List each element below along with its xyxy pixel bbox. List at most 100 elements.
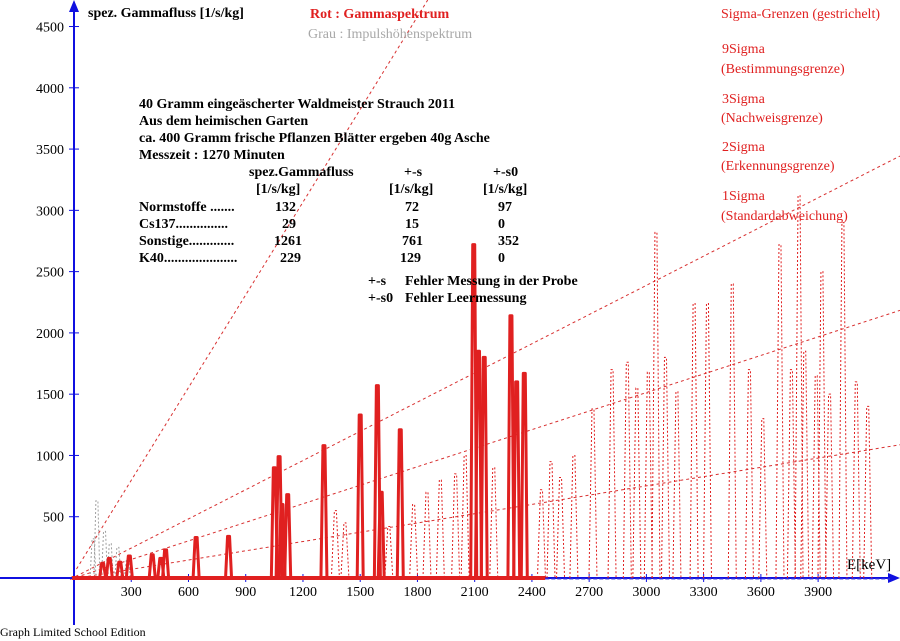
dotted-peak <box>660 356 670 579</box>
info-line-4: Messzeit : 1270 Minuten <box>139 148 285 163</box>
dotted-peak <box>340 522 350 579</box>
sigma-line-2Sigma <box>70 309 900 580</box>
dotted-peak <box>556 477 566 579</box>
info-title: 40 Gramm eingeäscherter Waldmeister Stra… <box>139 97 455 112</box>
note-text-s0: Fehler Leermessung <box>405 291 526 306</box>
y-tick-label: 2000 <box>36 327 64 342</box>
row-value: 129 <box>400 251 421 266</box>
note-key-s: +-s <box>368 274 387 289</box>
dotted-peak <box>744 369 754 579</box>
col-header-s0: +-s0 <box>493 165 518 180</box>
solid-peak <box>98 561 108 579</box>
x-tick-label: 3600 <box>747 585 775 600</box>
sigma-line-3Sigma <box>69 155 900 580</box>
col-unit-s: [1/s/kg] <box>389 182 433 197</box>
dotted-peak <box>384 526 394 579</box>
dotted-peak <box>546 461 556 579</box>
solid-peak <box>104 556 114 579</box>
dotted-peak <box>817 271 827 579</box>
footer-edition: Graph Limited School Edition <box>0 625 146 639</box>
info-line-2: Aus dem heimischen Garten <box>139 114 308 129</box>
x-tick-label: 2700 <box>575 585 603 600</box>
solid-peak <box>519 371 529 579</box>
sigma-2-name: 2Sigma <box>722 140 766 155</box>
dotted-peak <box>622 361 632 579</box>
x-tick-label: 3300 <box>690 585 718 600</box>
x-tick-label: 3000 <box>632 585 660 600</box>
y-tick-label: 2500 <box>36 266 64 281</box>
row-value: 352 <box>498 234 519 249</box>
dotted-peak <box>758 418 768 579</box>
y-tick-label: 3500 <box>36 143 64 158</box>
solid-peak <box>473 349 483 579</box>
solid-peak <box>191 536 201 579</box>
sigma-line-1Sigma <box>70 444 900 580</box>
dotted-peak <box>607 369 617 579</box>
sigma-1-desc: (Standardabweichung) <box>721 209 848 224</box>
legend-red: Rot : Gammaspektrum <box>310 7 450 22</box>
sigma-9-name: 9Sigma <box>722 42 766 57</box>
row-value: 29 <box>282 217 296 232</box>
x-tick-label: 2100 <box>461 585 489 600</box>
dotted-peak <box>569 454 579 579</box>
row-value: 0 <box>498 217 505 232</box>
solid-peak <box>506 314 516 579</box>
solid-peak <box>372 384 382 579</box>
col-header-flux: spez.Gammafluss <box>249 165 354 180</box>
x-tick-label: 300 <box>121 585 142 600</box>
info-block: 40 Gramm eingeäscherter Waldmeister Stra… <box>139 97 578 306</box>
row-label-normstoffe: Normstoffe ....... <box>139 200 235 215</box>
x-axis-arrow <box>888 573 900 583</box>
row-label-sonstige: Sonstige............. <box>139 234 234 249</box>
dotted-peak <box>588 408 598 579</box>
sigma-title: Sigma-Grenzen (gestrichelt) <box>721 7 880 22</box>
row-value: 229 <box>280 251 301 266</box>
dotted-peak <box>786 369 796 579</box>
dotted-peak <box>451 473 461 579</box>
sigma-1-name: 1Sigma <box>722 189 766 204</box>
solid-peak <box>277 502 287 579</box>
col-unit-flux: [1/s/kg] <box>256 182 300 197</box>
sigma-lines <box>69 0 900 580</box>
row-value: 1261 <box>274 234 302 249</box>
col-unit-s0: [1/s/kg] <box>483 182 527 197</box>
dotted-peak <box>330 510 340 579</box>
note-text-s: Fehler Messung in der Probe <box>405 274 578 289</box>
y-tick-label: 4500 <box>36 21 64 36</box>
x-tick-label: 1200 <box>289 585 317 600</box>
dotted-peak <box>536 489 546 579</box>
gray-peak <box>93 500 101 579</box>
dotted-peak <box>825 393 835 579</box>
dotted-peak <box>460 454 470 579</box>
y-tick-label: 4000 <box>36 82 64 97</box>
row-value: 15 <box>405 217 419 232</box>
row-value: 132 <box>275 200 296 215</box>
solid-peak <box>124 554 134 579</box>
sigma-9-desc: (Bestimmungsgrenze) <box>721 62 845 77</box>
dotted-peak <box>863 405 873 579</box>
x-tick-label: 1500 <box>346 585 374 600</box>
solid-peak <box>376 490 386 579</box>
x-axis-label: E[keV] <box>847 557 891 573</box>
dotted-peak <box>651 231 661 579</box>
row-value: 761 <box>402 234 423 249</box>
solid-peak <box>147 553 157 579</box>
dotted-peak <box>800 350 810 579</box>
row-value: 72 <box>405 200 419 215</box>
row-label-k40: K40..................... <box>139 251 237 266</box>
solid-peak <box>319 444 329 579</box>
sigma-2-desc: (Erkennungsgrenze) <box>721 159 835 174</box>
y-tick-label: 3000 <box>36 204 64 219</box>
x-tick-label: 600 <box>178 585 199 600</box>
info-line-3: ca. 400 Gramm frische Pflanzen Blätter e… <box>139 131 490 146</box>
dotted-peak <box>409 503 419 579</box>
x-tick-label: 2400 <box>518 585 546 600</box>
row-value: 0 <box>498 251 505 266</box>
dotted-peak <box>838 222 848 579</box>
solid-peak <box>161 548 171 579</box>
dotted-peak <box>689 302 699 579</box>
solid-peak <box>224 534 234 579</box>
y-tick-label: 1000 <box>36 449 64 464</box>
